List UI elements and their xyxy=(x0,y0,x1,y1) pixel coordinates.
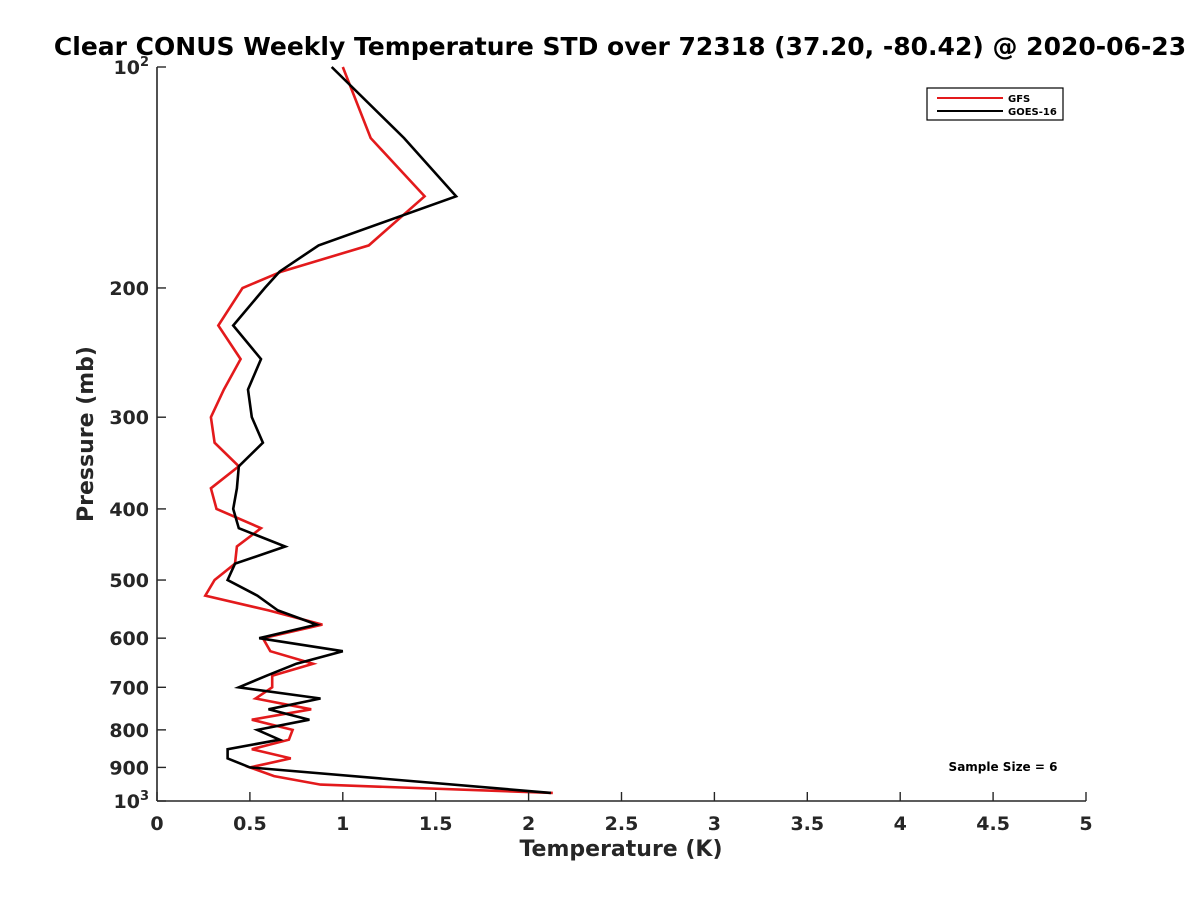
sample-size-annotation: Sample Size = 6 xyxy=(949,760,1058,774)
x-tick-label: 2.5 xyxy=(605,813,639,835)
x-tick-label: 1 xyxy=(336,813,349,835)
y-tick-label: 800 xyxy=(109,720,149,742)
y-tick-label: 500 xyxy=(109,570,149,592)
y-tick-label: 900 xyxy=(109,757,149,779)
x-tick-label: 5 xyxy=(1079,813,1092,835)
legend-label-gfs: GFS xyxy=(1008,94,1030,105)
x-tick-label: 0 xyxy=(150,813,163,835)
series-line-goes16 xyxy=(225,66,552,795)
x-tick-label: 3 xyxy=(708,813,721,835)
y-tick-label: 700 xyxy=(109,677,149,699)
legend-box xyxy=(926,87,1064,121)
x-tick-label: 0.5 xyxy=(233,813,267,835)
y-tick-label: 102 xyxy=(114,55,150,79)
x-axis-label: Temperature (K) xyxy=(519,837,722,862)
series-layer xyxy=(203,66,553,795)
x-ticks: 0 0.5 1 1.5 2 2.5 3 3.5 4 4.5 5 xyxy=(150,792,1093,835)
y-tick-label: 200 xyxy=(109,278,149,300)
y-ticks: 102 200 300 400 500 600 700 800 900 103 xyxy=(109,55,166,813)
axes xyxy=(156,67,1086,802)
legend: GFS GOES-16 xyxy=(926,87,1064,121)
x-tick-label: 4 xyxy=(894,813,907,835)
y-tick-label: 400 xyxy=(109,499,149,521)
x-tick-label: 2 xyxy=(522,813,535,835)
y-tick-label: 300 xyxy=(109,407,149,429)
y-axis-label: Pressure (mb) xyxy=(74,346,99,522)
legend-label-goes16: GOES-16 xyxy=(1008,107,1057,118)
y-tick-label: 103 xyxy=(114,789,150,813)
series-line-gfs xyxy=(203,66,553,795)
y-tick-label: 600 xyxy=(109,628,149,650)
chart-title: Clear CONUS Weekly Temperature STD over … xyxy=(54,32,1186,61)
x-tick-label: 4.5 xyxy=(976,813,1010,835)
x-tick-label: 3.5 xyxy=(790,813,824,835)
x-tick-label: 1.5 xyxy=(419,813,453,835)
